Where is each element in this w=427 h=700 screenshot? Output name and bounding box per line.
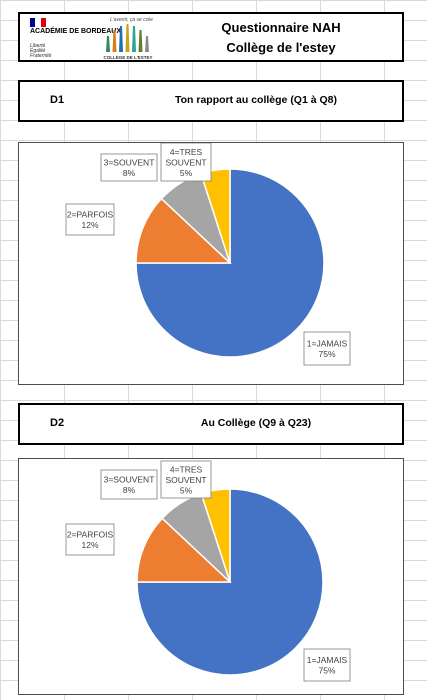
flag-stripe: [35, 18, 41, 27]
data-label-category: 3=SOUVENT: [104, 158, 155, 168]
flag-stripe: [30, 18, 36, 27]
chart-d2: 1=JAMAIS 75% 2=PARFOIS 12% 3=SOUVENT 8% 4=TRES…: [18, 458, 404, 695]
section-d1-header: D1 Ton rapport au collège (Q1 à Q8): [18, 80, 404, 122]
data-label-category: 2=PARFOIS: [67, 210, 114, 220]
college-logo-bar: [106, 36, 110, 52]
data-label-category: SOUVENT: [165, 157, 206, 167]
data-label-value: 75%: [318, 666, 335, 676]
college-tagline: L'avenir, ça se crée: [110, 17, 153, 23]
data-label-value: 12%: [81, 540, 98, 550]
data-label-value: 5%: [180, 485, 193, 495]
data-label-category: 4=TRES: [170, 464, 203, 474]
title-line-1: Questionnaire NAH: [221, 20, 341, 35]
section-d2-header: D2 Au Collège (Q9 à Q23): [18, 403, 404, 445]
data-label-box: [160, 460, 212, 499]
data-label-category: SOUVENT: [165, 475, 206, 485]
data-label-box: [160, 142, 212, 182]
data-label-category: 3=SOUVENT: [104, 475, 155, 485]
flag-stripe: [40, 18, 46, 27]
college-logo: L'avenir, ça se crée COLLÈGE DE L'ESTEY: [98, 17, 158, 61]
college-logo-bars-icon: [106, 24, 149, 52]
title-line-2: Collège de l'estey: [226, 40, 336, 55]
college-logo-bar: [138, 30, 143, 52]
academy-motto: Liberté Égalité Fraternité: [30, 44, 51, 59]
pie-slice: [135, 168, 325, 358]
flag-icon: [30, 18, 46, 27]
header-box: ACADÉMIE DE BORDEAUX Liberté Égalité Fra…: [18, 12, 404, 62]
page-title: Questionnaire NAH Collège de l'estey: [160, 18, 402, 58]
data-label-category: 1=JAMAIS: [307, 655, 348, 665]
pie-slice: [136, 488, 324, 676]
data-label-category: 4=TRES: [170, 147, 203, 157]
section-code: D2: [50, 417, 65, 429]
motto-line: Fraternité: [30, 53, 52, 59]
college-logo-bar: [145, 36, 149, 52]
section-title: Ton rapport au collège (Q1 à Q8): [175, 94, 337, 106]
college-logo-name: COLLÈGE DE L'ESTEY: [103, 55, 153, 60]
data-label-box: [303, 331, 351, 366]
data-label-box: [100, 469, 158, 500]
data-label-box: [303, 648, 351, 682]
college-logo-bar: [125, 24, 130, 52]
academy-logo: ACADÉMIE DE BORDEAUX Liberté Égalité Fra…: [30, 18, 121, 60]
college-logo-bar: [119, 26, 123, 52]
pie-slice: [135, 197, 232, 264]
data-label-box: [100, 153, 158, 182]
college-logo-bar: [112, 30, 117, 52]
data-label-category: 1=JAMAIS: [307, 339, 348, 349]
section-code: D1: [50, 94, 65, 106]
data-label-value: 8%: [123, 168, 136, 178]
data-label-box: [65, 203, 115, 236]
pie-slice: [136, 517, 232, 583]
motto-line: Liberté: [30, 43, 46, 49]
data-label-value: 8%: [123, 485, 136, 495]
academy-name: ACADÉMIE DE BORDEAUX: [30, 28, 122, 35]
data-label-value: 12%: [81, 220, 98, 230]
data-label-value: 75%: [318, 349, 335, 359]
college-logo-bar: [132, 26, 136, 52]
motto-line: Égalité: [30, 48, 46, 54]
data-label-value: 5%: [180, 168, 193, 178]
section-title: Au Collège (Q9 à Q23): [200, 417, 312, 429]
data-label-box: [65, 523, 115, 556]
chart-d1: 1=JAMAIS 75% 2=PARFOIS 12% 3=SOUVENT 8% 4=TRES…: [18, 142, 404, 385]
data-label-category: 2=PARFOIS: [67, 530, 114, 540]
